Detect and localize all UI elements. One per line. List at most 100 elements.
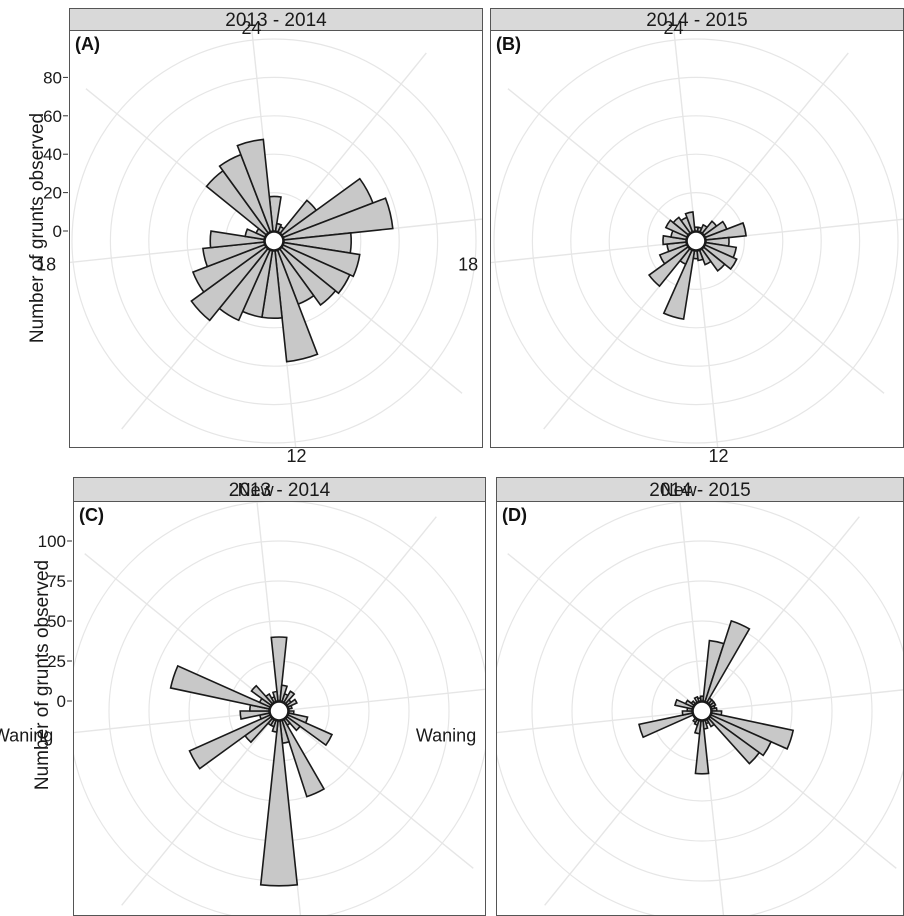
bar-d-3 xyxy=(704,619,751,704)
bar-a-23 xyxy=(236,138,274,233)
bar-d-18 xyxy=(693,718,700,727)
bar-a-8 xyxy=(280,244,351,295)
bar-a-11 xyxy=(274,249,319,363)
bar-c-25 xyxy=(169,664,271,710)
grid-spoke-d-6 xyxy=(497,711,693,734)
grid-spoke-d-2 xyxy=(711,689,903,711)
bar-a-15 xyxy=(190,245,269,322)
bar-d-17 xyxy=(693,719,702,735)
bar-d-12 xyxy=(707,715,761,765)
grid-ring-b-4 xyxy=(493,38,899,444)
bar-c-11 xyxy=(285,714,334,747)
angle-label-b-2: 12 xyxy=(708,446,728,466)
grid-spoke-c-3 xyxy=(286,716,474,869)
plot-area-c xyxy=(74,502,485,915)
y-tick-label-c-0: 0 xyxy=(57,692,66,711)
bar-b-18 xyxy=(662,234,688,246)
grid-spoke-d-0 xyxy=(679,502,702,702)
bar-a-1 xyxy=(274,222,283,233)
facet-strip-c xyxy=(73,477,486,502)
angle-label-a-0: 24 xyxy=(242,18,262,38)
angle-label-a-3: 18 xyxy=(36,254,56,274)
panel-1: 2013 - 20142461218020406080(A) xyxy=(36,8,502,466)
grid-ring-b-2 xyxy=(570,115,822,367)
bar-d-30 xyxy=(696,696,702,703)
bar-b-21 xyxy=(672,216,692,236)
bar-d-23 xyxy=(681,710,694,717)
y-tick-label-c-4: 100 xyxy=(38,532,66,551)
center-hole-b xyxy=(686,231,706,251)
grid-spoke-b-0 xyxy=(673,31,696,232)
bar-d-16 xyxy=(694,720,710,775)
bar-b-10 xyxy=(698,247,713,266)
angle-label-b-3: 18 xyxy=(458,254,478,274)
plot-area-d xyxy=(497,502,903,915)
grid-ring-a-1 xyxy=(186,153,362,329)
grid-spoke-d-5 xyxy=(544,718,697,906)
y-tick-label-a-0: 0 xyxy=(53,222,62,241)
grid-spoke-c-2 xyxy=(288,688,485,711)
bar-b-16 xyxy=(658,243,690,265)
bar-c-27 xyxy=(250,684,274,707)
y-tick-label-a-2: 40 xyxy=(43,145,62,164)
panel-4: 2014 - 2015NewWaxingFullWaning(D) xyxy=(416,477,904,916)
plot-area-b xyxy=(491,31,903,447)
bar-c-4 xyxy=(282,690,296,705)
y-tick-label-a-1: 20 xyxy=(43,184,62,203)
angle-label-a-2: 12 xyxy=(286,446,306,466)
bar-c-6 xyxy=(285,698,298,708)
facet-strip-d xyxy=(496,477,904,502)
bar-a-19 xyxy=(244,228,266,241)
bar-c-30 xyxy=(271,690,279,703)
bar-d-19 xyxy=(692,717,699,724)
bar-a-17 xyxy=(202,241,266,268)
grid-ring-b-1 xyxy=(608,153,784,329)
bar-d-25 xyxy=(674,698,694,710)
grid-ring-b-3 xyxy=(531,76,861,406)
y-tick-label-a-4: 80 xyxy=(43,68,62,87)
bar-a-9 xyxy=(278,246,337,307)
grid-spoke-b-1 xyxy=(701,52,849,234)
grid-ring-b-0 xyxy=(646,192,745,291)
bar-a-18 xyxy=(209,230,266,249)
grid-ring-a-4 xyxy=(71,38,477,444)
grid-ring-d-2 xyxy=(571,580,833,842)
facet-strip-label-d: 2014 - 2015 xyxy=(649,480,750,501)
grid-ring-d-3 xyxy=(531,540,873,882)
facet-strip-label-b: 2014 - 2015 xyxy=(646,10,747,31)
grid-ring-a-3 xyxy=(109,76,439,406)
bar-b-23 xyxy=(684,211,696,233)
y-tick-label-c-2: 50 xyxy=(47,612,66,631)
bar-a-5 xyxy=(282,197,394,241)
bar-b-9 xyxy=(700,246,726,272)
bar-c-17 xyxy=(271,719,279,733)
panel-tag-b: (B) xyxy=(496,34,521,54)
grid-spoke-d-7 xyxy=(507,553,695,706)
bar-c-28 xyxy=(264,692,276,705)
facet-strip-label-c: 2013 - 2014 xyxy=(229,480,331,501)
panel-tag-a: (A) xyxy=(75,34,100,54)
panel-3: 2013 - 2014NewWaxingFullWaning0255075100… xyxy=(0,477,564,916)
bar-a-7 xyxy=(282,241,361,278)
angle-label-b-0: 24 xyxy=(664,18,684,38)
grid-spoke-b-6 xyxy=(491,241,687,264)
center-hole-d xyxy=(692,701,712,721)
bar-d-13 xyxy=(705,717,716,728)
panel-tag-c: (C) xyxy=(79,505,104,525)
bar-d-11 xyxy=(708,714,773,757)
bar-d-22 xyxy=(638,712,694,739)
bar-b-5 xyxy=(704,221,747,241)
angle-label-c-0: New xyxy=(238,480,275,500)
bar-c-21 xyxy=(188,714,273,770)
angle-label-d-3: Waning xyxy=(416,725,476,745)
bar-b-13 xyxy=(662,249,696,321)
grid-spoke-b-4 xyxy=(696,250,719,447)
bar-b-20 xyxy=(664,219,690,238)
grid-spoke-c-5 xyxy=(121,718,274,906)
bar-c-12 xyxy=(284,715,302,732)
grid-ring-d-1 xyxy=(611,620,793,802)
panel-tag-d: (D) xyxy=(502,505,527,525)
grid-spoke-c-1 xyxy=(284,516,437,704)
y-tick-label-c-1: 25 xyxy=(47,652,66,671)
